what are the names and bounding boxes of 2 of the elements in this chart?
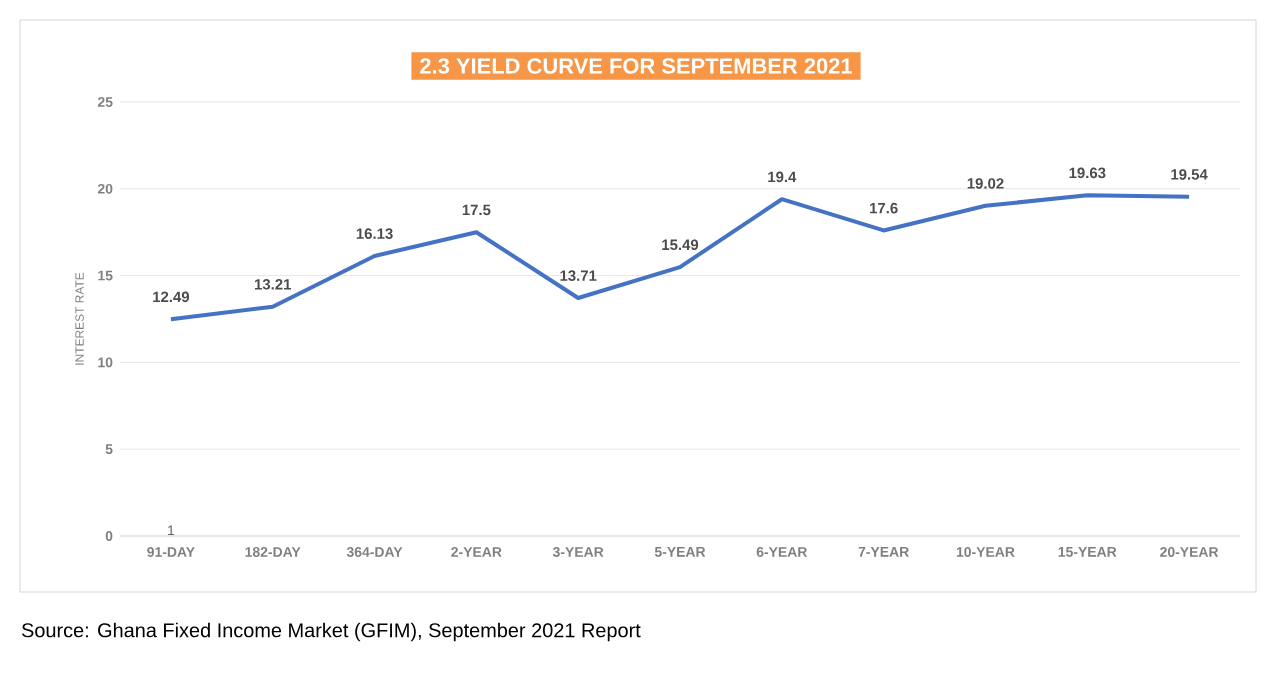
chart-title: 2.3 YIELD CURVE FOR SEPTEMBER 2021	[420, 58, 852, 74]
source-note: Source: Ghana Fixed Income Market (GFIM), September 2021 Report	[21, 622, 641, 642]
